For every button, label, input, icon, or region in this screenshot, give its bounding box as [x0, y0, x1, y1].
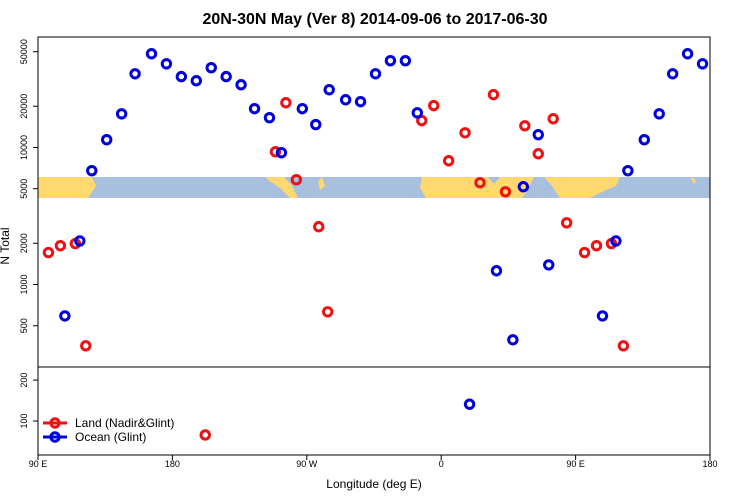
- point: [263, 111, 276, 124]
- point: [622, 164, 634, 177]
- y-tick-label: 1000: [19, 274, 29, 294]
- point: [322, 306, 334, 318]
- point: [175, 70, 188, 83]
- plot-frame: [37, 36, 711, 456]
- x-tick-label: 180: [702, 459, 717, 469]
- point: [290, 173, 303, 186]
- point: [463, 398, 476, 410]
- x-tick-label: 90 E: [566, 459, 585, 469]
- y-tick-label: 100: [19, 414, 29, 429]
- point: [248, 102, 261, 115]
- x-tick-label: 180: [165, 459, 180, 469]
- point: [59, 310, 71, 322]
- point: [354, 95, 367, 108]
- y-tick-label: 2000: [19, 233, 29, 253]
- point: [384, 54, 397, 67]
- point: [666, 68, 679, 80]
- point: [578, 246, 591, 259]
- point: [428, 99, 440, 112]
- point: [42, 246, 55, 259]
- point: [519, 120, 531, 132]
- point: [459, 127, 471, 139]
- point: [199, 429, 211, 441]
- map-strip: [38, 177, 710, 198]
- point: [80, 340, 92, 352]
- point: [100, 133, 113, 146]
- y-tick-label: 200: [19, 373, 29, 388]
- point: [653, 108, 665, 120]
- point: [638, 133, 650, 146]
- point: [681, 48, 694, 60]
- point: [474, 177, 486, 189]
- point: [610, 235, 622, 247]
- point: [547, 113, 559, 125]
- x-tick-label: 90 E: [29, 459, 48, 469]
- point: [296, 102, 309, 115]
- point: [115, 108, 128, 120]
- y-tick-label: 20000: [19, 94, 29, 119]
- point: [145, 48, 158, 60]
- point: [499, 186, 512, 198]
- chart-title: 20N-30N May (Ver 8) 2014-09-06 to 2017-0…: [202, 11, 547, 28]
- x-tick-label: 90 W: [296, 459, 318, 469]
- y-tick-label: 50000: [19, 39, 29, 64]
- point: [280, 97, 292, 109]
- point: [490, 265, 503, 277]
- legend-label: Ocean (Glint): [75, 430, 146, 444]
- legend-label: Land (Nadir&Glint): [75, 416, 174, 430]
- y-axis-label: N Total: [0, 227, 12, 264]
- point: [596, 310, 609, 322]
- point: [696, 58, 709, 70]
- x-tick-label: 0: [439, 459, 444, 469]
- point: [205, 62, 217, 74]
- point: [269, 146, 282, 158]
- point: [543, 259, 555, 271]
- point: [310, 118, 322, 131]
- point: [86, 164, 98, 177]
- point: [275, 146, 288, 159]
- point: [74, 235, 86, 247]
- point: [532, 128, 544, 141]
- point: [235, 79, 247, 91]
- point: [220, 70, 232, 83]
- point: [560, 217, 573, 229]
- point: [507, 334, 519, 346]
- point: [617, 340, 630, 352]
- legend-marker: [49, 431, 61, 443]
- point: [590, 239, 603, 252]
- point: [129, 68, 141, 80]
- point: [517, 181, 530, 193]
- point: [416, 114, 428, 127]
- point: [411, 107, 424, 119]
- point: [323, 83, 335, 96]
- point: [339, 94, 352, 106]
- point: [369, 68, 382, 80]
- point: [54, 239, 67, 252]
- point: [399, 54, 412, 67]
- y-tick-label: 10000: [19, 135, 29, 160]
- point: [487, 88, 500, 101]
- y-tick-label: 500: [19, 318, 29, 333]
- point: [532, 148, 544, 160]
- point: [190, 75, 202, 87]
- point: [313, 221, 325, 233]
- point: [160, 58, 173, 70]
- point: [442, 155, 455, 167]
- x-axis-label: Longitude (deg E): [326, 477, 421, 491]
- legend-marker: [49, 417, 61, 429]
- y-tick-label: 5000: [19, 179, 29, 199]
